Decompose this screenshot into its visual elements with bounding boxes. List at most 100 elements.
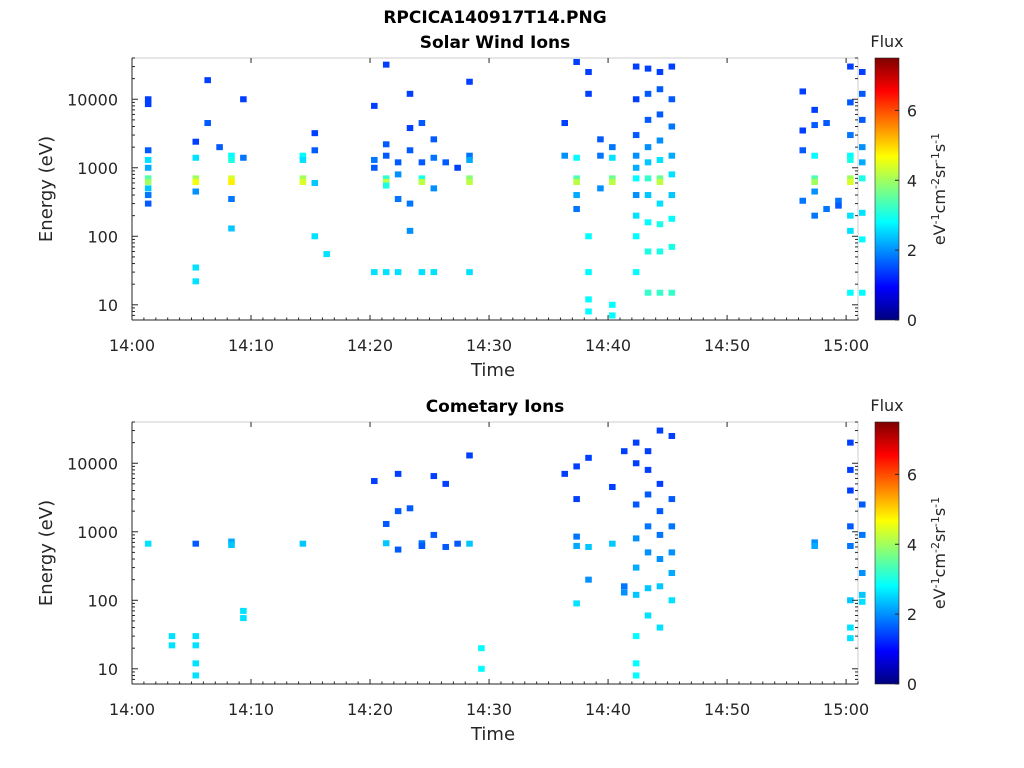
heatmap-cell xyxy=(204,77,211,84)
heatmap-cell xyxy=(418,178,426,185)
heatmap-cell xyxy=(585,233,592,240)
heatmap-cell xyxy=(299,178,307,185)
heatmap-cell xyxy=(811,212,818,219)
heatmap-cell xyxy=(668,549,676,556)
panel-1: Solar Wind Ions 14:00 14:10 14:20 14:30 14:40… xyxy=(36,32,949,381)
heatmap-cell xyxy=(168,633,176,640)
heatmap-cell xyxy=(216,144,223,151)
heatmap-cell xyxy=(632,164,640,171)
heatmap-cell xyxy=(299,175,307,182)
heatmap-cell xyxy=(656,178,664,185)
heatmap-cell xyxy=(418,542,426,549)
heatmap-cell xyxy=(585,576,592,583)
heatmap-cell xyxy=(371,164,378,171)
heatmap-cell xyxy=(394,171,402,178)
heatmap-cell xyxy=(466,269,473,276)
colorbar-label: eV-1cm-2sr-1s-1 xyxy=(929,497,950,609)
heatmap-cell xyxy=(561,470,569,477)
heatmap-cell xyxy=(168,642,176,649)
heatmap-cell xyxy=(632,501,640,508)
heatmap-cell xyxy=(228,538,235,545)
heatmap-cell xyxy=(847,439,854,446)
heatmap-cell xyxy=(394,269,402,276)
heatmap-cell xyxy=(382,269,390,276)
heatmap-cell xyxy=(847,624,854,631)
y-tick-label: 100 xyxy=(87,591,118,610)
heatmap-cell xyxy=(859,236,866,243)
colorbar-tick-label: 2 xyxy=(907,241,917,260)
x-tick-label: 14:10 xyxy=(228,700,274,719)
heatmap-cell xyxy=(847,178,854,185)
heatmap-cell xyxy=(644,549,652,556)
heatmap-cell xyxy=(573,192,580,199)
heatmap-cell xyxy=(585,308,592,315)
heatmap-cell xyxy=(644,248,652,255)
heatmap-cell xyxy=(466,175,473,182)
heatmap-cell xyxy=(240,154,247,161)
heatmap-cell xyxy=(632,175,640,182)
heatmap-cell xyxy=(597,152,604,159)
heatmap-cell xyxy=(192,642,200,649)
heatmap-cell xyxy=(144,101,152,108)
heatmap-cell xyxy=(585,296,592,303)
heatmap-cell xyxy=(620,583,628,590)
heatmap-cell xyxy=(192,278,200,285)
heatmap-cell xyxy=(859,209,866,216)
heatmap-cell xyxy=(632,633,640,640)
colorbar-tick-label: 6 xyxy=(907,101,917,120)
heatmap-cell xyxy=(573,600,580,607)
heatmap-cell xyxy=(644,192,652,199)
x-tick-label: 14:00 xyxy=(109,700,155,719)
colorbar-title: Flux xyxy=(870,396,903,415)
panel-title: Cometary Ions xyxy=(426,397,565,417)
y-tick-label: 10000 xyxy=(67,454,118,473)
x-tick-label: 14:50 xyxy=(704,700,750,719)
heatmap-cell xyxy=(609,301,616,308)
heatmap-cell xyxy=(644,175,652,182)
x-tick-label: 14:40 xyxy=(585,336,631,355)
heatmap-cell xyxy=(656,531,664,538)
heatmap-cell xyxy=(620,589,628,596)
heatmap-cell xyxy=(406,200,414,207)
colorbar-gradient xyxy=(874,421,900,685)
heatmap-cell xyxy=(192,264,200,271)
heatmap-cell xyxy=(478,665,485,672)
heatmap-cell xyxy=(656,289,664,296)
heatmap-cell xyxy=(644,90,652,97)
heatmap-cell xyxy=(597,185,604,192)
heatmap-cell xyxy=(573,496,580,503)
heatmap-cell xyxy=(609,154,616,161)
heatmap-cell xyxy=(192,188,200,195)
heatmap-cell xyxy=(573,463,580,470)
heatmap-cell xyxy=(799,147,807,154)
heatmap-cell xyxy=(859,501,866,508)
heatmap-cell xyxy=(859,289,866,296)
heatmap-cell xyxy=(644,612,652,619)
heatmap-cell xyxy=(656,68,664,75)
heatmap-cell xyxy=(454,540,461,547)
heatmap-cell xyxy=(144,192,152,199)
heatmap-cell xyxy=(644,466,652,473)
heatmap-cell xyxy=(466,152,473,159)
heatmap-cell xyxy=(454,164,461,171)
heatmap-cell xyxy=(192,175,200,182)
heatmap-cell xyxy=(859,90,866,97)
heatmap-cell xyxy=(859,175,866,182)
heatmap-cell xyxy=(656,624,664,631)
heatmap-cell xyxy=(632,660,640,667)
heatmap-cell xyxy=(632,269,640,276)
heatmap-cell xyxy=(811,122,818,129)
heatmap-cell xyxy=(656,156,664,163)
y-axis-label: Energy (eV) xyxy=(36,136,57,242)
heatmap-cell xyxy=(799,127,807,134)
y-axis-label: Energy (eV) xyxy=(36,500,57,606)
heatmap-cell xyxy=(668,570,676,577)
heatmap-cell xyxy=(382,61,390,68)
heatmap-cell xyxy=(632,535,640,542)
y-tick-label: 1000 xyxy=(77,523,118,542)
heatmap-cell xyxy=(835,202,842,209)
heatmap-cell xyxy=(311,147,319,154)
x-tick-label: 14:20 xyxy=(347,336,393,355)
colorbar-gradient xyxy=(874,57,900,321)
x-tick-label: 14:30 xyxy=(466,336,512,355)
